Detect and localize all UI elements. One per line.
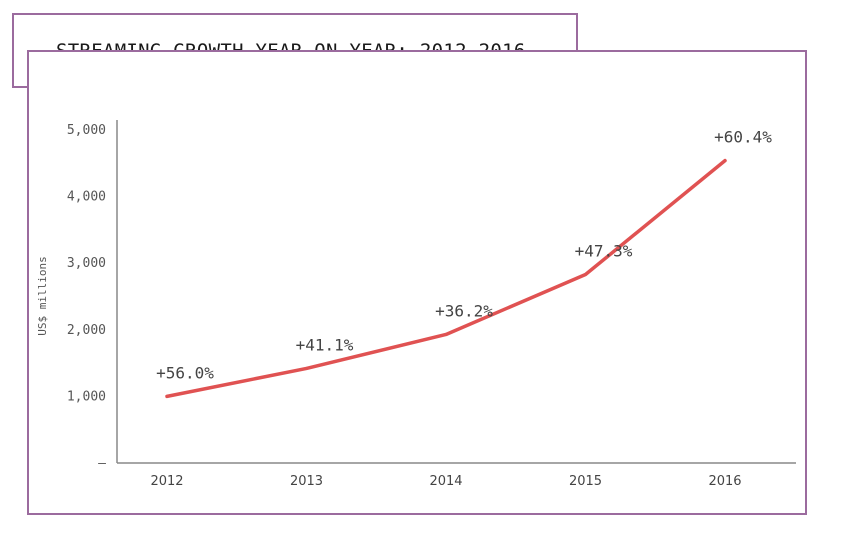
y-tick-label: 1,000 xyxy=(67,389,106,404)
data-label: +56.0% xyxy=(156,363,214,382)
data-label: +36.2% xyxy=(435,301,493,320)
y-tick-label: 5,000 xyxy=(67,123,106,138)
x-tick-label: 2012 xyxy=(150,474,183,489)
y-axis-title: US$ millions xyxy=(36,256,49,335)
data-point xyxy=(723,159,727,163)
y-axis: – 1,000 2,000 3,000 4,000 5,000 US$ millions xyxy=(36,120,118,471)
data-point xyxy=(444,332,448,336)
data-point xyxy=(584,273,587,277)
data-label: +41.1% xyxy=(296,335,354,354)
data-labels: +56.0% +41.1% +36.2% +47.3% +60.4% xyxy=(156,128,772,383)
series xyxy=(165,158,727,399)
data-label: +47.3% xyxy=(575,242,633,261)
y-tick-label: – xyxy=(98,456,106,471)
y-tick-label: 4,000 xyxy=(67,190,106,205)
y-tick-label: 3,000 xyxy=(67,256,106,271)
x-tick-label: 2013 xyxy=(290,474,323,489)
data-point xyxy=(305,366,308,370)
chart-frame xyxy=(27,50,807,515)
series-line xyxy=(165,158,727,399)
x-tick-label: 2015 xyxy=(569,474,602,489)
data-label: +60.4% xyxy=(714,128,772,147)
data-point xyxy=(165,394,169,398)
x-axis: 2012 2013 2014 2015 2016 xyxy=(117,462,796,489)
x-tick-label: 2014 xyxy=(429,474,462,489)
x-tick-label: 2016 xyxy=(708,474,741,489)
y-tick-label: 2,000 xyxy=(67,323,106,338)
